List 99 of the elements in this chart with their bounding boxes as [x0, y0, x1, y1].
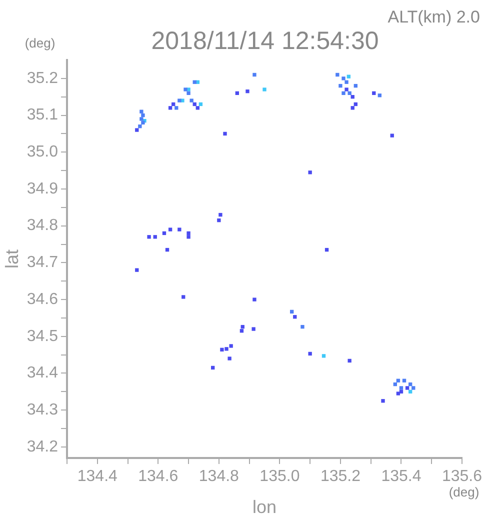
- point: [140, 110, 144, 114]
- text: (deg): [24, 36, 56, 51]
- point: [402, 378, 406, 382]
- y-tick-label: 34.8: [26, 217, 58, 234]
- point: [350, 106, 354, 110]
- point: [168, 106, 172, 110]
- point: [229, 344, 233, 348]
- point: [322, 354, 326, 358]
- point: [240, 324, 244, 329]
- x-tick-label: 135.6: [442, 468, 482, 486]
- point: [336, 72, 340, 77]
- point: [184, 88, 188, 92]
- point: [165, 248, 170, 252]
- y-tick-label: 35.2: [26, 70, 58, 87]
- point: [172, 102, 176, 106]
- point: [396, 392, 400, 396]
- y-tick-label: 35.1: [26, 106, 58, 124]
- point: [350, 95, 354, 99]
- point: [348, 91, 352, 96]
- point: [135, 268, 139, 272]
- point: [308, 352, 312, 356]
- point: [308, 170, 312, 174]
- point: [240, 329, 244, 333]
- point: [346, 74, 351, 78]
- point: [186, 231, 190, 236]
- point: [235, 91, 239, 96]
- point: [344, 80, 348, 84]
- y-axis-title: lat: [2, 249, 22, 269]
- x-tick-label: 134.6: [138, 468, 178, 486]
- point: [399, 386, 404, 390]
- point: [393, 382, 397, 386]
- point: [192, 102, 196, 106]
- point: [381, 399, 385, 403]
- point: [354, 102, 358, 106]
- point: [138, 124, 142, 128]
- point: [135, 128, 139, 132]
- point: [262, 88, 266, 92]
- point: [344, 88, 348, 92]
- point: [372, 91, 376, 96]
- point: [293, 315, 297, 319]
- point: [390, 134, 394, 138]
- point: [342, 76, 346, 80]
- point: [192, 80, 196, 84]
- point: [186, 91, 190, 96]
- point: [196, 106, 200, 110]
- x-tick-label: 135.4: [381, 468, 422, 486]
- point: [220, 348, 224, 352]
- point: [198, 102, 203, 106]
- y-tick-label: 34.6: [26, 290, 58, 308]
- point: [211, 366, 215, 370]
- point: [300, 324, 304, 329]
- point: [338, 84, 342, 88]
- y-tick-label: 34.9: [26, 180, 58, 198]
- x-tick-label: 134.8: [198, 468, 240, 486]
- point: [246, 89, 250, 94]
- point: [412, 386, 416, 390]
- point: [228, 356, 232, 360]
- point: [342, 91, 346, 96]
- point: [218, 212, 222, 217]
- point: [174, 106, 178, 110]
- point: [252, 298, 256, 302]
- point: [190, 98, 194, 102]
- point: [324, 248, 329, 252]
- y-tick-label: 35.0: [26, 144, 58, 161]
- point: [217, 218, 221, 222]
- point: [223, 132, 227, 136]
- point: [408, 390, 412, 394]
- point: [224, 347, 228, 351]
- point: [252, 72, 256, 77]
- point: [405, 386, 410, 390]
- point: [186, 235, 190, 239]
- point: [140, 117, 144, 121]
- point: [348, 358, 352, 363]
- x-tick-label: 134.4: [77, 468, 118, 486]
- y-tick-label: 34.4: [26, 364, 58, 382]
- x-tick-label: 135.2: [320, 468, 361, 486]
- point: [168, 228, 172, 232]
- x-axis-title: lon: [252, 497, 277, 518]
- point: [354, 84, 358, 88]
- text: (deg): [448, 484, 480, 500]
- y-tick-label: 34.5: [26, 328, 58, 345]
- y-tick-label: 34.2: [26, 438, 58, 456]
- chart-title: 2018/11/14 12:54:30: [151, 26, 379, 55]
- point: [153, 235, 157, 239]
- point: [290, 310, 294, 314]
- point: [141, 113, 145, 118]
- point: [178, 98, 182, 102]
- point: [378, 94, 382, 98]
- x-tick-label: 135.0: [260, 468, 300, 486]
- text: ALT(km) 2.0: [388, 8, 480, 27]
- point: [396, 378, 400, 382]
- point: [162, 231, 166, 236]
- y-tick-label: 34.7: [26, 254, 58, 272]
- point: [178, 228, 182, 232]
- y-tick-label: 34.3: [26, 402, 58, 418]
- point: [408, 382, 412, 386]
- point: [147, 235, 151, 239]
- point: [252, 327, 256, 331]
- point: [182, 295, 186, 299]
